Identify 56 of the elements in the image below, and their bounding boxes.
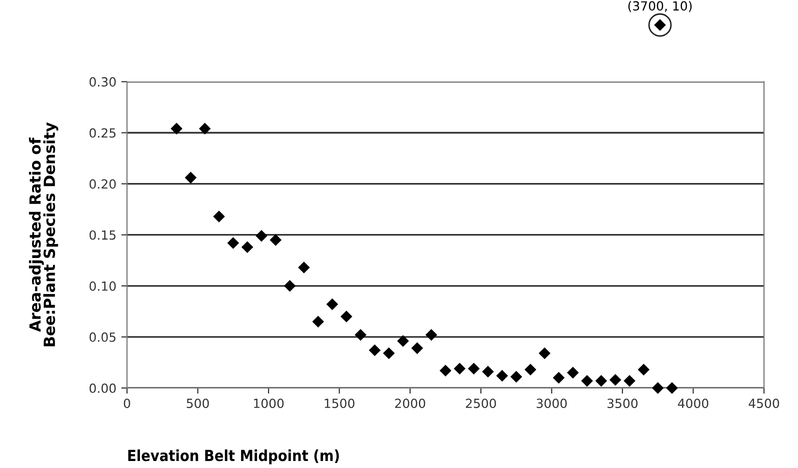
point bbox=[241, 241, 254, 253]
x-tick-label: 500 bbox=[186, 398, 209, 408]
y-tick-label: 0.15 bbox=[90, 230, 116, 240]
point bbox=[496, 370, 508, 382]
point bbox=[298, 262, 310, 274]
y-tick-label: 0.20 bbox=[90, 179, 116, 189]
x-tick-label: 1500 bbox=[324, 398, 354, 408]
point bbox=[482, 366, 494, 378]
point bbox=[184, 172, 197, 184]
text: (3700, 10) bbox=[628, 0, 692, 12]
point bbox=[524, 364, 536, 376]
y-tick-label: 0.05 bbox=[90, 332, 116, 342]
point bbox=[652, 382, 664, 394]
y-axis-title: Area-adjusted Ratio of Bee:Plant Species Density bbox=[28, 122, 58, 346]
point bbox=[581, 374, 593, 387]
x-axis-title: Elevation Belt Midpoint (m) bbox=[128, 449, 339, 464]
x-tick-label: 0 bbox=[124, 398, 130, 408]
point bbox=[312, 316, 324, 328]
point bbox=[552, 372, 565, 384]
x-tick-label: 1000 bbox=[254, 398, 284, 408]
point bbox=[595, 374, 608, 387]
point bbox=[227, 237, 240, 249]
x-tick-label: 4000 bbox=[678, 398, 708, 408]
y-tick-label: 0.10 bbox=[90, 281, 116, 291]
x-tick-label: 3000 bbox=[536, 398, 567, 408]
point bbox=[354, 329, 366, 341]
point bbox=[666, 382, 678, 394]
x-tick-label: 4500 bbox=[748, 398, 780, 408]
point bbox=[198, 122, 211, 135]
point bbox=[454, 362, 466, 374]
point bbox=[340, 310, 352, 322]
point bbox=[326, 298, 338, 310]
point bbox=[567, 366, 579, 379]
point bbox=[397, 335, 409, 347]
point bbox=[284, 280, 296, 292]
point bbox=[411, 342, 424, 354]
point bbox=[170, 122, 182, 135]
x-tick-label: 2500 bbox=[466, 398, 496, 408]
point bbox=[425, 329, 438, 341]
point bbox=[638, 364, 650, 376]
x-tick-label: 3500 bbox=[607, 398, 638, 408]
point bbox=[609, 374, 622, 386]
point bbox=[538, 347, 550, 360]
y-tick-label: 0.00 bbox=[90, 383, 116, 393]
point bbox=[368, 344, 381, 356]
point bbox=[624, 374, 636, 387]
point bbox=[440, 364, 452, 377]
y-tick-label: 0.30 bbox=[90, 77, 116, 87]
point bbox=[382, 347, 395, 360]
y-tick-label: 0.25 bbox=[90, 128, 116, 138]
point bbox=[510, 370, 522, 383]
point bbox=[213, 210, 225, 222]
point bbox=[256, 230, 268, 242]
point bbox=[270, 234, 282, 246]
point bbox=[468, 362, 480, 374]
x-tick-label: 2000 bbox=[395, 398, 426, 408]
